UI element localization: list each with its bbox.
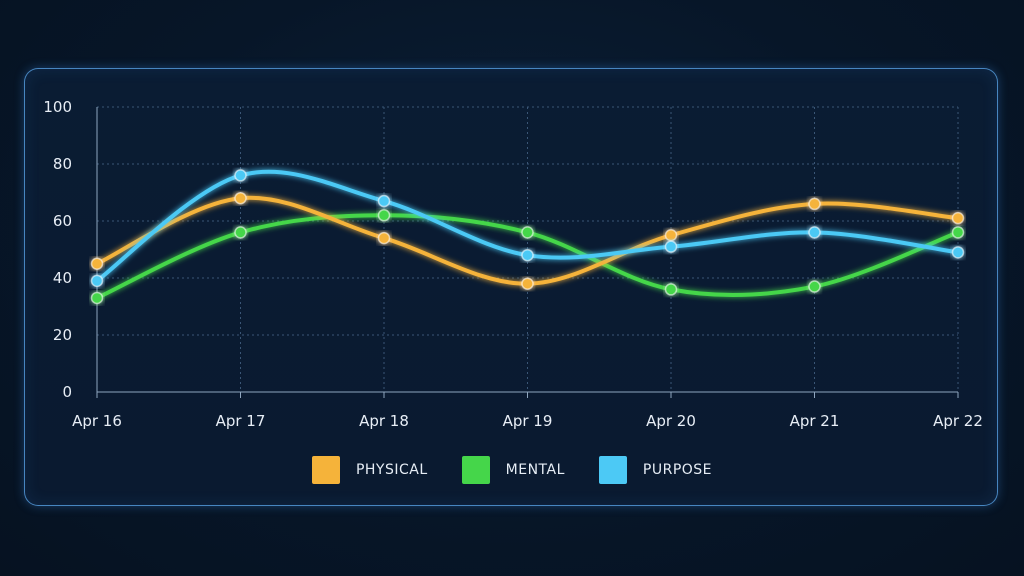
data-point-physical[interactable] xyxy=(808,197,821,211)
y-tick-label: 80 xyxy=(53,155,72,173)
legend-item-physical[interactable]: PHYSICAL xyxy=(311,456,428,484)
legend-label-mental: MENTAL xyxy=(505,462,565,478)
series-purpose xyxy=(90,169,965,288)
x-axis-ticks: Apr 16 Apr 17 Apr 18 Apr 19 Apr 20 Apr 21 Apr … xyxy=(72,412,983,430)
legend-swatch-mental xyxy=(461,456,490,484)
data-point-purpose[interactable] xyxy=(808,226,821,239)
y-tick-label: 0 xyxy=(62,383,72,401)
y-tick-label: 20 xyxy=(53,326,72,344)
x-tick-label: Apr 20 xyxy=(646,412,696,430)
chart-panel xyxy=(24,68,998,506)
data-point-mental[interactable] xyxy=(664,283,678,296)
x-tick-label: Apr 16 xyxy=(72,412,122,430)
y-tick-label: 100 xyxy=(43,98,72,116)
data-point-physical[interactable] xyxy=(234,191,247,205)
legend-item-mental[interactable]: MENTAL xyxy=(461,456,565,484)
y-axis-ticks: 0 20 40 60 80 100 xyxy=(43,98,72,401)
axes xyxy=(96,107,959,398)
data-point-physical[interactable] xyxy=(377,231,391,245)
data-point-physical[interactable] xyxy=(951,211,965,225)
data-point-physical[interactable] xyxy=(521,277,534,290)
legend-item-purpose[interactable]: PURPOSE xyxy=(598,456,713,484)
legend-label-purpose: PURPOSE xyxy=(642,462,713,478)
data-point-mental[interactable] xyxy=(377,209,391,222)
x-tick-label: Apr 17 xyxy=(216,412,266,430)
legend-swatch-physical xyxy=(311,456,340,484)
y-tick-label: 60 xyxy=(53,212,72,230)
data-point-mental[interactable] xyxy=(234,226,247,239)
x-tick-label: Apr 22 xyxy=(933,412,983,430)
data-point-mental[interactable] xyxy=(521,226,534,239)
data-point-mental[interactable] xyxy=(90,291,104,305)
data-point-purpose[interactable] xyxy=(377,194,391,208)
data-point-purpose[interactable] xyxy=(521,248,534,262)
series-mental xyxy=(90,209,965,305)
data-point-mental[interactable] xyxy=(951,226,965,239)
legend-swatch-purpose xyxy=(598,456,627,484)
series-physical xyxy=(90,191,965,290)
legend-label-physical: PHYSICAL xyxy=(355,462,428,478)
x-tick-label: Apr 19 xyxy=(503,412,553,430)
series xyxy=(90,169,965,305)
data-point-purpose[interactable] xyxy=(90,274,104,288)
data-point-physical[interactable] xyxy=(90,257,104,270)
data-point-mental[interactable] xyxy=(808,280,821,293)
data-point-purpose[interactable] xyxy=(234,169,247,182)
data-point-purpose[interactable] xyxy=(664,240,678,253)
x-tick-label: Apr 18 xyxy=(359,412,409,430)
data-point-physical[interactable] xyxy=(664,229,678,242)
data-point-purpose[interactable] xyxy=(951,246,965,259)
series-line-physical xyxy=(95,195,960,286)
legend: PHYSICAL MENTAL PURPOSE xyxy=(0,452,1024,488)
y-tick-label: 40 xyxy=(53,269,72,287)
x-tick-label: Apr 21 xyxy=(790,412,840,430)
